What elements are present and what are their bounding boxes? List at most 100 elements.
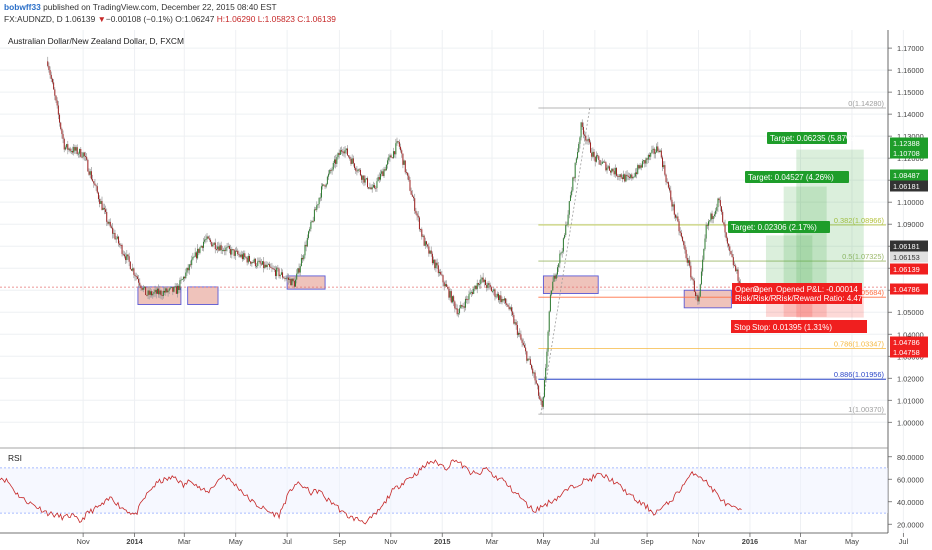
candle-body (284, 278, 286, 279)
candle-body (690, 265, 692, 278)
candle-body (316, 205, 318, 211)
candle-body (213, 242, 215, 245)
candle-body (191, 259, 193, 266)
candle-body (310, 222, 312, 229)
candle-body (378, 177, 380, 180)
candle-body (417, 215, 419, 218)
candle-body (173, 286, 175, 292)
candle-body (578, 143, 580, 153)
candle-body (437, 265, 439, 274)
candle-body (588, 138, 590, 143)
candle-body (575, 158, 577, 163)
target-label-bg (767, 132, 847, 144)
candle-body (141, 288, 143, 290)
candle-body (70, 151, 72, 152)
candle-body (405, 172, 407, 174)
username-link[interactable]: bobwff33 (4, 2, 41, 12)
rsi-line (0, 459, 742, 525)
candle-body (103, 207, 105, 210)
candle-body (194, 252, 196, 257)
pnl-tag-bg (732, 283, 862, 304)
candle-body (584, 134, 586, 136)
rsi-tick-label: 80.0000 (897, 453, 924, 462)
candle-body (379, 173, 381, 180)
position-tools[interactable]: Target: 0.06235 (5.87%) Target: 0.04527 (… (728, 132, 867, 333)
candle-body (443, 282, 445, 287)
price-axis[interactable]: 1.17000 1.16000 1.15000 1.14000 1.13000 1.120… (888, 44, 924, 427)
candle-body (66, 144, 68, 148)
candle-body (413, 196, 415, 199)
candle-body (143, 286, 145, 288)
candle-body (293, 281, 295, 287)
candle-body (291, 278, 293, 286)
candle-body (272, 268, 274, 269)
candle-body (51, 78, 53, 83)
fib-level-label: 0.886(1.01956) (834, 370, 884, 379)
candle-body (265, 264, 267, 268)
rsi-title: RSI (8, 453, 22, 463)
candles (47, 56, 741, 410)
candle-body (603, 161, 605, 163)
rsi-pane: 80.0000 60.0000 40.0000 20.0000 (0, 453, 924, 529)
candle-body (169, 287, 171, 289)
fib-level-label: 0(1.14280) (848, 99, 884, 108)
last-price: 1.06139 (64, 14, 96, 24)
candle-body (356, 170, 358, 172)
candle-body (112, 227, 114, 234)
candle-body (645, 158, 647, 164)
ohlc-line: FX:AUDNZD, D 1.06139 ▼−0.00108 (−0.1%) O… (4, 14, 336, 25)
candle-body (338, 153, 340, 155)
time-axis[interactable]: Nov 2014 Mar May Jul Sep Nov 2015 Mar May Jul Sep No… (77, 533, 909, 546)
candle-body (462, 306, 464, 308)
candle-body (493, 289, 495, 292)
candle-body (512, 311, 514, 316)
candle-body (597, 155, 599, 157)
candle-body (308, 231, 310, 238)
candle-body (449, 291, 451, 298)
candle-body (120, 244, 122, 246)
candle-body (158, 288, 160, 295)
candle-body (503, 298, 505, 301)
candle-body (116, 236, 118, 239)
candle-body (533, 372, 535, 374)
candle-body (329, 169, 331, 174)
candle-body (282, 272, 284, 278)
candle-body (61, 128, 63, 135)
candle-body (364, 178, 366, 183)
candle-body (709, 220, 711, 222)
candle-body (423, 235, 425, 246)
candle-body (459, 308, 461, 314)
candle-body (56, 100, 58, 106)
candle-body (646, 158, 648, 160)
candle-body (359, 169, 361, 176)
candle-body (549, 294, 551, 312)
candle-body (658, 150, 660, 153)
candle-body (699, 284, 701, 297)
candle-body (123, 254, 125, 257)
time-tick-label: Mar (794, 537, 807, 546)
fib-level-label: 0.5(1.07325) (842, 252, 884, 261)
price-label-bg (890, 336, 928, 348)
candle-body (129, 261, 131, 270)
candle-body (159, 290, 161, 295)
candle-body (60, 122, 62, 129)
candle-body (416, 213, 418, 216)
rsi-band-fill (0, 468, 888, 513)
price-label-bg (890, 137, 928, 149)
candle-body (178, 285, 180, 291)
candle-body (618, 176, 620, 177)
low-value: L:1.05823 (257, 14, 295, 24)
candle-body (565, 225, 567, 236)
candle-body (244, 253, 246, 257)
candle-body (547, 331, 549, 352)
pnl-label: Open (753, 285, 773, 294)
rsi-tick-label: 20.0000 (897, 520, 924, 529)
candle-body (554, 275, 556, 279)
candle-body (259, 260, 261, 264)
candle-body (615, 167, 617, 176)
close-value: C:1.06139 (297, 14, 336, 24)
candle-body (479, 284, 481, 285)
candle-body (388, 157, 390, 161)
